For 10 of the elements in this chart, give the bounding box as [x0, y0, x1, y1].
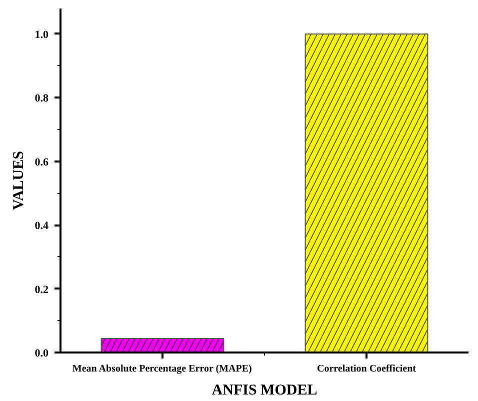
x-tick-label: Correlation Coefficient — [317, 364, 417, 374]
y-tick-label: 0.2 — [34, 284, 49, 296]
x-tick-label: Mean Absolute Percentage Error (MAPE) — [72, 364, 252, 374]
y-tick-label: 0.8 — [34, 92, 49, 105]
y-tick-label: 0.6 — [34, 156, 49, 168]
y-axis-title: VALUES — [10, 151, 27, 210]
y-tick-label: 0.4 — [34, 220, 49, 232]
x-axis-title: ANFIS MODEL — [212, 382, 318, 398]
y-tick-label: 0.0 — [34, 348, 49, 360]
y-tick-label: 1.0 — [34, 28, 49, 41]
